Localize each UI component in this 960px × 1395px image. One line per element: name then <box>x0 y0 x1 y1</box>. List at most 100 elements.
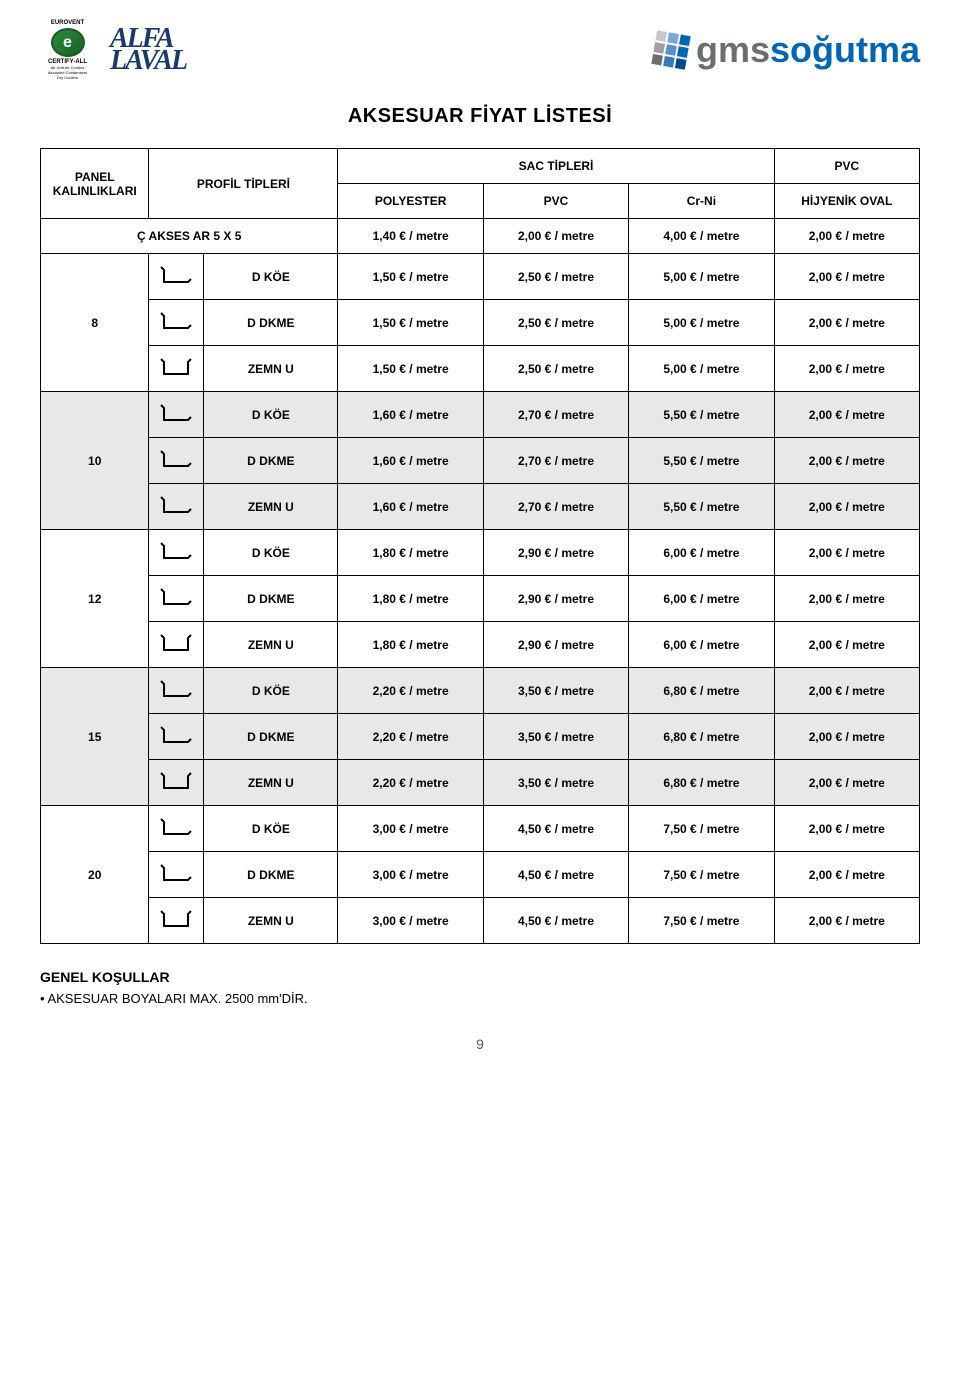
price-cell: 2,00 € / metre <box>774 300 919 346</box>
price-cell: 6,80 € / metre <box>629 760 774 806</box>
price-cell: 2,00 € / metre <box>774 760 919 806</box>
header-pvc-top: PVC <box>774 149 919 184</box>
page-header: EUROVENT e CERTIFY-ALL Air Unit Air Cool… <box>40 20 920 80</box>
price-cell: 2,00 € / metre <box>774 622 919 668</box>
eurovent-sub-text: Air Unit Air Coolers Aircooled Condenser… <box>48 65 87 80</box>
profile-l-icon <box>158 448 194 473</box>
header-pvc: PVC <box>483 184 628 219</box>
profile-icon-cell <box>149 300 204 346</box>
profile-icon-cell <box>149 438 204 484</box>
profile-icon-cell <box>149 806 204 852</box>
header-profil: PROFİL TİPLERİ <box>149 149 338 219</box>
header-sac: SAC TİPLERİ <box>338 149 774 184</box>
profile-icon-cell <box>149 254 204 300</box>
alfa-laval-logo: ALFA LAVAL <box>110 28 186 73</box>
profile-name-cell: ZEMN U <box>204 622 338 668</box>
table-row: ZEMN U1,80 € / metre2,90 € / metre6,00 €… <box>41 622 920 668</box>
price-cell: 2,50 € / metre <box>483 254 628 300</box>
profile-l-icon <box>158 586 194 611</box>
price-cell: 7,50 € / metre <box>629 852 774 898</box>
price-cell: 2,00 € / metre <box>774 392 919 438</box>
eurovent-circle-icon: e <box>51 28 85 57</box>
header-left: EUROVENT e CERTIFY-ALL Air Unit Air Cool… <box>40 20 186 80</box>
profile-l-icon <box>158 724 194 749</box>
first-row-c1: 1,40 € / metre <box>338 219 483 254</box>
gms-prefix: gms <box>696 29 770 70</box>
gms-suffix: soğutma <box>770 29 920 70</box>
profile-icon-cell <box>149 484 204 530</box>
price-cell: 6,00 € / metre <box>629 530 774 576</box>
price-cell: 1,50 € / metre <box>338 346 483 392</box>
profile-icon-cell <box>149 898 204 944</box>
price-cell: 2,00 € / metre <box>774 438 919 484</box>
profile-icon-cell <box>149 622 204 668</box>
table-row: ZEMN U1,60 € / metre2,70 € / metre5,50 €… <box>41 484 920 530</box>
table-row: ZEMN U3,00 € / metre4,50 € / metre7,50 €… <box>41 898 920 944</box>
profile-l-icon <box>158 494 194 519</box>
price-cell: 5,50 € / metre <box>629 438 774 484</box>
profile-name-cell: ZEMN U <box>204 346 338 392</box>
profile-name-cell: ZEMN U <box>204 760 338 806</box>
profile-l-icon <box>158 402 194 427</box>
profile-icon-cell <box>149 530 204 576</box>
price-cell: 4,50 € / metre <box>483 898 628 944</box>
profile-name-cell: ZEMN U <box>204 484 338 530</box>
profile-name-cell: D KÖE <box>204 806 338 852</box>
price-cell: 2,00 € / metre <box>774 576 919 622</box>
price-cell: 1,60 € / metre <box>338 392 483 438</box>
panel-thickness-cell: 10 <box>41 392 149 530</box>
price-cell: 3,00 € / metre <box>338 852 483 898</box>
table-row: ZEMN U1,50 € / metre2,50 € / metre5,00 €… <box>41 346 920 392</box>
price-cell: 5,50 € / metre <box>629 392 774 438</box>
price-cell: 2,20 € / metre <box>338 714 483 760</box>
price-cell: 2,00 € / metre <box>774 714 919 760</box>
price-cell: 1,50 € / metre <box>338 254 483 300</box>
profile-name-cell: D DKME <box>204 300 338 346</box>
table-header: PANEL KALINLIKLARI PROFİL TİPLERİ SAC Tİ… <box>41 149 920 219</box>
profile-name-cell: D KÖE <box>204 392 338 438</box>
alfa-line2: LAVAL <box>110 50 186 72</box>
price-cell: 5,00 € / metre <box>629 254 774 300</box>
profile-l-icon <box>158 540 194 565</box>
profile-name-cell: D KÖE <box>204 668 338 714</box>
panel-thickness-cell: 20 <box>41 806 149 944</box>
profile-name-cell: D DKME <box>204 714 338 760</box>
price-cell: 1,80 € / metre <box>338 530 483 576</box>
price-cell: 2,70 € / metre <box>483 392 628 438</box>
price-cell: 1,80 € / metre <box>338 622 483 668</box>
price-cell: 2,90 € / metre <box>483 576 628 622</box>
profile-l-icon <box>158 264 194 289</box>
price-cell: 2,20 € / metre <box>338 760 483 806</box>
price-cell: 2,00 € / metre <box>774 806 919 852</box>
price-cell: 2,00 € / metre <box>774 898 919 944</box>
profile-u-icon <box>158 632 194 657</box>
table-row: 12D KÖE1,80 € / metre2,90 € / metre6,00 … <box>41 530 920 576</box>
price-cell: 2,90 € / metre <box>483 622 628 668</box>
header-hijyenik: HİJYENİK OVAL <box>774 184 919 219</box>
header-crni: Cr-Ni <box>629 184 774 219</box>
price-cell: 5,50 € / metre <box>629 484 774 530</box>
profile-name-cell: D DKME <box>204 438 338 484</box>
profile-icon-cell <box>149 668 204 714</box>
page-number: 9 <box>40 1036 920 1052</box>
profile-name-cell: D DKME <box>204 576 338 622</box>
footer-item-1: AKSESUAR BOYALARI MAX. 2500 mm'DİR. <box>40 991 920 1006</box>
profile-u-icon <box>158 908 194 933</box>
price-cell: 3,50 € / metre <box>483 668 628 714</box>
price-cell: 3,50 € / metre <box>483 760 628 806</box>
profile-l-icon <box>158 862 194 887</box>
price-cell: 3,00 € / metre <box>338 806 483 852</box>
price-cell: 2,00 € / metre <box>774 346 919 392</box>
price-cell: 2,00 € / metre <box>774 852 919 898</box>
profile-name-cell: D DKME <box>204 852 338 898</box>
price-table: PANEL KALINLIKLARI PROFİL TİPLERİ SAC Tİ… <box>40 148 920 944</box>
profile-u-icon <box>158 770 194 795</box>
price-cell: 6,00 € / metre <box>629 576 774 622</box>
profile-icon-cell <box>149 852 204 898</box>
price-cell: 2,50 € / metre <box>483 300 628 346</box>
footer-section: GENEL KOŞULLAR AKSESUAR BOYALARI MAX. 25… <box>40 969 920 1006</box>
first-row-c4: 2,00 € / metre <box>774 219 919 254</box>
price-cell: 2,00 € / metre <box>774 530 919 576</box>
price-cell: 4,50 € / metre <box>483 852 628 898</box>
first-row-c3: 4,00 € / metre <box>629 219 774 254</box>
